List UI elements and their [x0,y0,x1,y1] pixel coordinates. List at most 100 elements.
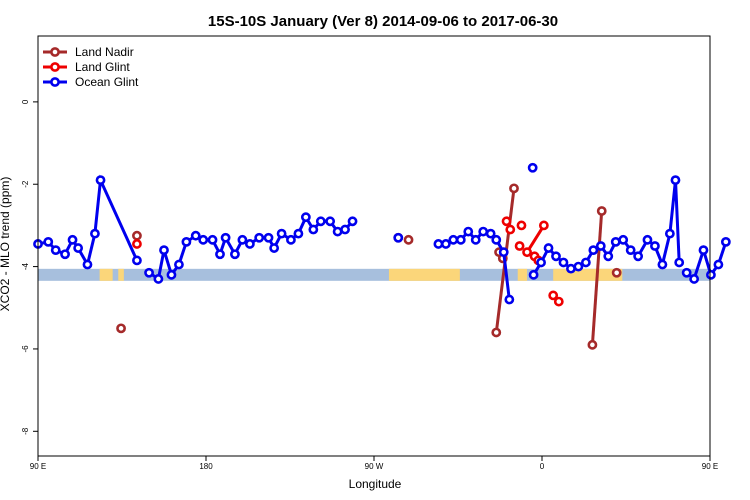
data-point [504,294,515,305]
series-land-nadir [116,183,622,350]
data-point [347,216,358,227]
data-point [536,257,546,268]
data-point [433,239,444,249]
data-point [159,245,169,256]
legend-item: Land Nadir [43,45,134,59]
data-point [573,261,584,272]
data-point [698,245,709,256]
data-point [548,290,559,301]
land-band-segment [99,268,113,281]
data-point [132,230,142,241]
data-point [478,226,489,237]
data-point [674,257,685,268]
land-band-segment [553,268,623,281]
legend-item: Land Glint [43,60,130,74]
data-point [403,234,414,245]
series-line [525,224,546,253]
data-point [198,234,209,245]
chart-title: 15S-10S January (Ver 8) 2014-09-06 to 20… [208,13,558,30]
data-point [595,241,606,251]
data-point [514,241,525,251]
data-point [485,228,496,239]
data-point [393,232,404,243]
data-point [501,216,512,227]
data-point [276,228,287,239]
data-point [706,269,716,280]
data-point [440,239,451,249]
data-point [509,183,519,194]
x-tick-label: 180 [199,462,213,471]
data-point [269,243,280,253]
data-point [90,228,100,239]
legend-label: Land Nadir [75,45,134,59]
x-tick-label: 0 [540,462,545,471]
series-line [590,210,604,345]
y-axis-title: XCO2 - MLO trend (ppm) [0,177,12,312]
legend-marker [50,47,60,57]
y-axis: 0 -2 -4 -6 -8 [21,99,38,435]
data-point [720,236,731,247]
data-point [596,206,607,216]
y-tick-label: -6 [21,345,30,353]
data-point [340,224,350,235]
data-point [67,234,78,245]
data-point [286,234,296,245]
data-point [491,234,502,245]
land-band-segment [118,268,124,281]
data-point [527,162,538,173]
data-point [553,296,564,307]
data-point [144,267,154,278]
y-tick-label: -2 [21,180,30,188]
data-point [174,259,184,270]
data-point [650,241,660,251]
data-point [588,245,599,256]
data-point [670,175,681,186]
data-point [522,247,532,258]
data-point [132,239,142,249]
data-point [166,269,177,280]
data-point [498,247,509,258]
land-band-segment [388,268,460,281]
x-tick-label: 90 E [30,462,46,471]
y-tick-label: -8 [21,427,30,435]
data-point [543,243,554,253]
data-point [308,224,319,235]
legend-marker [50,77,60,87]
data-point [315,216,326,227]
data-point [190,230,201,241]
data-point [611,267,622,278]
data-point [325,216,336,227]
data-point [551,251,561,262]
data-point [95,175,106,186]
data-point [470,234,481,245]
data-point [132,255,142,266]
data-point [82,259,93,270]
data-point [220,232,231,243]
x-axis-title: Longitude [349,477,402,491]
ocean-band [38,268,710,281]
data-point [681,267,692,278]
data-point [642,234,653,245]
data-point [293,228,304,239]
data-point [263,232,274,243]
data-point [566,263,576,274]
data-point [73,243,84,253]
data-point [538,220,549,231]
data-point [43,236,54,247]
data-point [448,234,459,245]
y-tick-label: 0 [21,99,30,104]
data-point [332,226,343,237]
data-point [603,251,614,262]
data-point [558,257,569,268]
data-point [491,327,502,338]
data-point [580,257,591,268]
series-ocean-glint [33,162,731,305]
data-point [181,236,192,247]
data-point [254,232,265,243]
legend-item: Ocean Glint [43,75,139,89]
data-point [455,234,466,245]
data-point [689,274,700,284]
data-point [153,274,164,284]
